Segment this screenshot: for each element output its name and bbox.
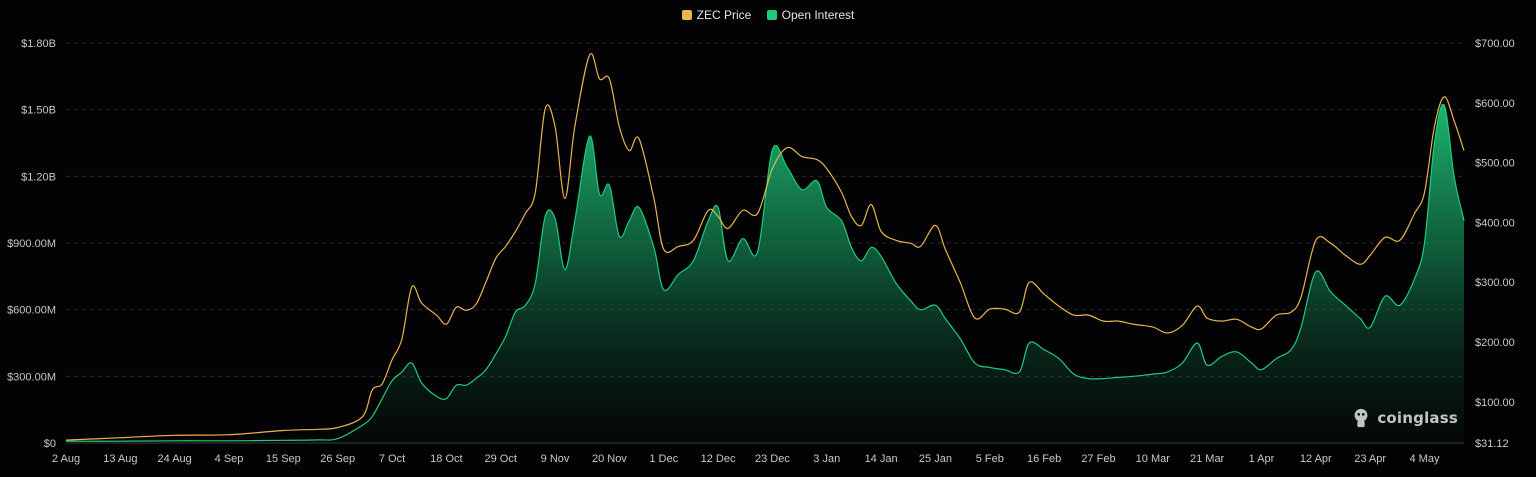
- x-axis-tick-label: 7 Oct: [379, 453, 405, 465]
- x-axis-tick-label: 2 Aug: [52, 453, 80, 465]
- x-axis-tick-label: 1 Apr: [1249, 453, 1275, 465]
- right-axis-tick-label: $600.00: [1475, 98, 1515, 110]
- price-series-line[interactable]: [65, 52, 1465, 441]
- x-axis-tick-label: 23 Apr: [1354, 453, 1386, 465]
- legend-swatch-oi: [766, 10, 777, 20]
- right-axis-tick-label: $31.12: [1475, 438, 1509, 450]
- x-axis-tick-label: 23 Dec: [755, 453, 790, 465]
- legend-item-price[interactable]: ZEC Price: [681, 8, 752, 22]
- right-axis-tick-label: $200.00: [1475, 337, 1515, 349]
- price-line-layer: [65, 52, 1465, 441]
- right-axis: $31.12 $100.00 $200.00 $300.00 $400.00 $500.0…: [1475, 38, 1515, 450]
- x-axis-tick-label: 10 Mar: [1136, 453, 1171, 465]
- x-axis-tick-label: 26 Sep: [320, 453, 355, 465]
- left-axis: $0 $300.00M $600.00M $900.00M $1.20B $1.50B $1…: [7, 38, 56, 450]
- x-axis-tick-label: 21 Mar: [1190, 453, 1225, 465]
- left-axis-tick-label: $1.20B: [21, 171, 56, 183]
- legend: ZEC Price Open Interest: [0, 8, 1536, 23]
- left-axis-tick-label: $300.00M: [7, 371, 56, 383]
- oi-area-layer: [65, 103, 1465, 444]
- right-axis-tick-label: $500.00: [1475, 158, 1515, 170]
- oi-series-line[interactable]: [65, 103, 1465, 442]
- legend-swatch-price: [681, 10, 692, 20]
- x-axis-tick-label: 4 Sep: [215, 453, 244, 465]
- x-axis-tick-label: 29 Oct: [485, 453, 517, 465]
- x-axis-tick-label: 3 Jan: [813, 453, 840, 465]
- x-axis-tick-label: 20 Nov: [592, 453, 627, 465]
- left-axis-tick-label: $900.00M: [7, 238, 56, 250]
- x-axis-tick-label: 15 Sep: [266, 453, 301, 465]
- right-axis-tick-label: $300.00: [1475, 277, 1515, 289]
- x-axis-tick-label: 13 Aug: [103, 453, 137, 465]
- x-axis-tick-label: 5 Feb: [976, 453, 1004, 465]
- x-axis-tick-label: 4 May: [1409, 453, 1439, 465]
- watermark-text: coinglass: [1377, 409, 1458, 427]
- x-axis-tick-label: 1 Dec: [649, 453, 678, 465]
- left-axis-tick-label: $600.00M: [7, 305, 56, 317]
- x-axis-tick-label: 24 Aug: [158, 453, 192, 465]
- coinglass-watermark: coinglass: [1350, 407, 1458, 429]
- x-axis: 2 Aug 13 Aug 24 Aug 4 Sep 15 Sep 26 Sep 7 Oct 1…: [52, 453, 1440, 465]
- right-axis-tick-label: $100.00: [1475, 397, 1515, 409]
- left-axis-tick-label: $1.50B: [21, 105, 56, 117]
- x-axis-tick-label: 16 Feb: [1027, 453, 1061, 465]
- x-axis-tick-label: 25 Jan: [919, 453, 952, 465]
- legend-item-oi[interactable]: Open Interest: [766, 8, 855, 22]
- x-axis-tick-label: 9 Nov: [541, 453, 570, 465]
- left-axis-tick-label: $0: [44, 438, 56, 450]
- x-axis-tick-label: 12 Dec: [701, 453, 736, 465]
- right-axis-tick-label: $400.00: [1475, 217, 1515, 229]
- right-axis-tick-label: $700.00: [1475, 38, 1515, 50]
- x-axis-tick-label: 14 Jan: [865, 453, 898, 465]
- legend-label-price: ZEC Price: [696, 8, 752, 22]
- left-axis-tick-label: $1.80B: [21, 38, 56, 50]
- coinglass-logo-icon: [1354, 408, 1368, 428]
- x-axis-tick-label: 27 Feb: [1081, 453, 1115, 465]
- oi-area-fill: [66, 104, 1464, 444]
- legend-label-oi: Open Interest: [781, 8, 855, 22]
- x-axis-tick-label: 18 Oct: [430, 453, 462, 465]
- x-axis-tick-label: 12 Apr: [1300, 453, 1332, 465]
